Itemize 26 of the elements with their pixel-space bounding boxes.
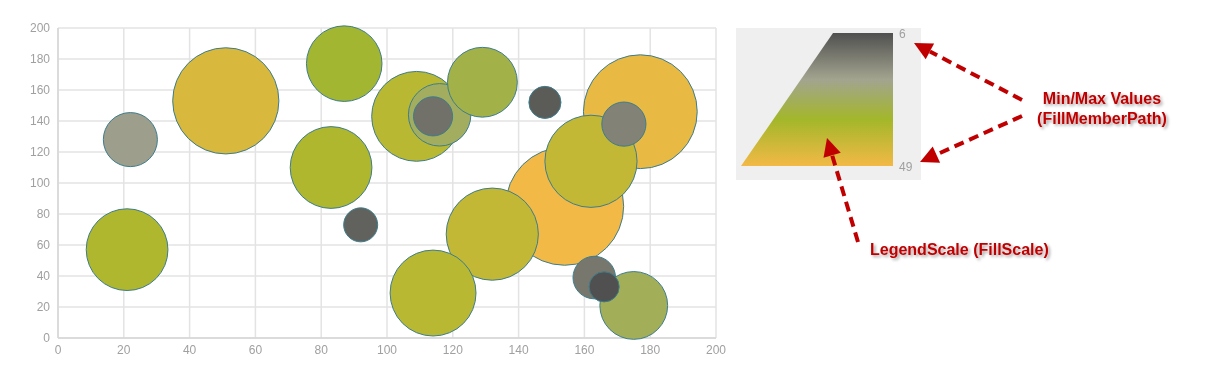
- y-tick-label: 160: [29, 83, 51, 97]
- x-tick-label: 120: [442, 343, 464, 357]
- y-tick-label: 120: [29, 145, 51, 159]
- color-bar-label: 49: [899, 160, 913, 174]
- y-tick-label: 60: [36, 238, 51, 252]
- text: LegendScale (FillScale): [870, 241, 1049, 258]
- y-tick-label: 80: [36, 207, 51, 221]
- y-tick-label: 140: [29, 114, 51, 128]
- y-tick-label: 40: [36, 269, 51, 283]
- x-tick-label: 100: [376, 343, 398, 357]
- x-tick-label: 160: [574, 343, 595, 357]
- y-tick-label: 180: [29, 52, 51, 66]
- x-tick-label: 180: [640, 343, 661, 357]
- y-tick-label: 0: [43, 331, 51, 345]
- x-tick-label: 140: [508, 343, 529, 357]
- x-tick-label: 20: [117, 343, 131, 357]
- y-tick-label: 20: [36, 300, 51, 314]
- x-tick-label: 80: [314, 343, 329, 357]
- y-tick-label: 100: [29, 176, 51, 190]
- x-tick-label: 0: [54, 343, 62, 357]
- y-tick-label: 200: [29, 21, 51, 35]
- x-tick-label: 200: [705, 343, 727, 357]
- x-tick-label: 40: [182, 343, 197, 357]
- color-bar-label: 6: [899, 27, 906, 41]
- text: Min/Max Values (FillMemberPath): [1037, 90, 1167, 127]
- x-tick-label: 60: [248, 343, 263, 357]
